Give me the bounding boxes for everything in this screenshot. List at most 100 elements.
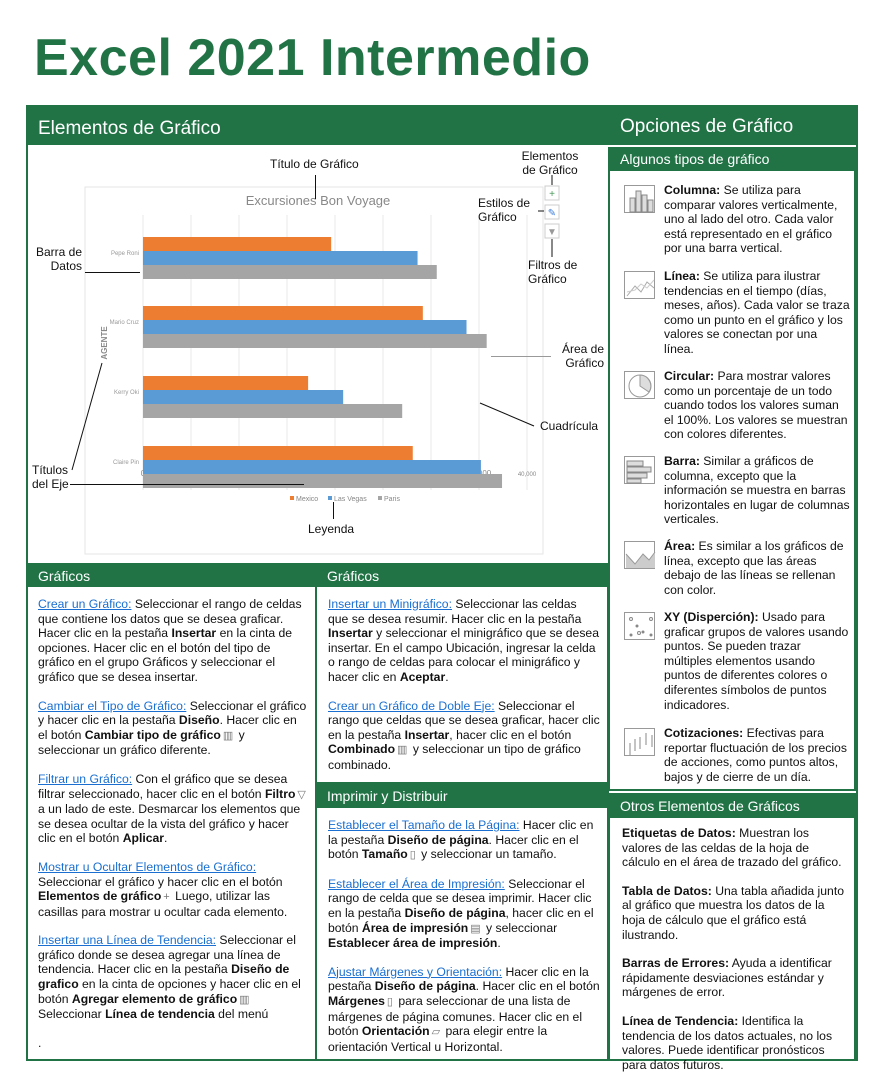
- instruction-paragraph: Cambiar el Tipo de Gráfico: Seleccionar …: [38, 699, 308, 758]
- category-label: Claire Pin: [113, 460, 139, 466]
- bar-paris: [143, 474, 503, 488]
- instruction-text: Seleccionar: [38, 1007, 106, 1022]
- otros-header: Otros Elementos de Gráficos: [608, 793, 856, 818]
- area-chart-icon: [624, 541, 656, 569]
- legend-swatch: [378, 496, 382, 500]
- chart-type-item: Columna: Se utiliza para comparar valore…: [624, 183, 850, 256]
- button-icon: ▤: [470, 922, 481, 935]
- bold-term: Diseño: [178, 713, 220, 728]
- chart-type-description: Línea: Se utiliza para ilustrar tendenci…: [664, 269, 850, 357]
- bar-mexico: [143, 306, 423, 320]
- other-element-item: Etiquetas de Datos: Muestran los valores…: [622, 826, 844, 870]
- bold-term: Línea de tendencia: [105, 1007, 215, 1022]
- legend-entry: Mexico: [296, 496, 318, 503]
- chart-figure: 05,00010,00015,00020,00025,00030,00035,0…: [28, 145, 608, 560]
- category-label: Pepe Roni: [111, 251, 139, 257]
- annotation-chart-filters: Filtros de Gráfico: [528, 258, 578, 286]
- instruction-text: y seleccionar un gráfico diferente.: [38, 727, 245, 758]
- instruction-link[interactable]: Mostrar u Ocultar Elementos de Gráfico:: [38, 859, 257, 874]
- chart-elements-button[interactable]: [544, 185, 560, 201]
- bold-term: Insertar: [171, 626, 217, 641]
- left-header: Elementos de Gráfico: [28, 107, 608, 145]
- chart-type-item: Barra: Similar a gráficos de columna, ex…: [624, 454, 850, 527]
- bar-chart: 05,00010,00015,00020,00025,00030,00035,0…: [71, 175, 560, 555]
- bar-paris: [143, 334, 487, 348]
- section-header: Imprimir y Distribuir: [317, 784, 607, 808]
- instruction-text: y seleccionar un tamaño.: [417, 847, 557, 862]
- instruction-text: . Hacer clic en el botón: [38, 713, 297, 742]
- chart-types-list: Columna: Se utiliza para comparar valore…: [608, 171, 856, 791]
- instruction-text: en la cinta de opciones. Hacer clic en e…: [38, 626, 293, 684]
- bold-term: Diseño de página: [404, 905, 506, 920]
- other-element-text: Ayuda a identificar rápidamente desviaci…: [622, 956, 832, 1000]
- instruction-link[interactable]: Crear un Gráfico:: [38, 597, 132, 611]
- bold-term: Insertar: [328, 626, 373, 641]
- button-icon: +: [163, 891, 170, 904]
- annotation-chart-title: Título de Gráfico: [270, 157, 359, 171]
- chart-type-description: Columna: Se utiliza para comparar valore…: [664, 183, 850, 256]
- instruction-text: Seleccionar el rango de celda que se des…: [328, 876, 592, 920]
- instruction-text: y seleccionar el minigráfico que se dese…: [328, 626, 599, 684]
- instruction-link[interactable]: Cambiar el Tipo de Gráfico:: [38, 698, 187, 713]
- connector: [71, 362, 103, 471]
- instruction-paragraph: Filtrar un Gráfico: Con el gráfico que s…: [38, 772, 308, 846]
- instruction-text: a un lado de este. Desmarcar los element…: [38, 802, 301, 846]
- stock-chart-icon: [624, 728, 655, 756]
- bold-term: Insertar: [404, 727, 450, 742]
- instruction-text: Seleccionar el rango de celdas que conti…: [38, 597, 302, 641]
- button-icon: ▱: [431, 1026, 441, 1039]
- instruction-link[interactable]: Insertar un Minigráfico:: [328, 597, 452, 611]
- instruction-link[interactable]: Ajustar Márgenes y Orientación:: [328, 964, 503, 979]
- instruction-text: del menú: [214, 1007, 269, 1022]
- other-element-name: Línea de Tendencia:: [622, 1013, 739, 1028]
- button-icon: ▥: [397, 744, 408, 757]
- annotation-chart-styles: Estilos de Gráfico: [478, 196, 531, 224]
- instruction-text: .: [164, 831, 168, 846]
- bold-term: Diseño de grafico: [38, 962, 290, 992]
- instruction-text: Seleccionar el rango que celdas que se d…: [328, 698, 600, 742]
- chart-type-description: Cotizaciones: Efectivas para reportar fl…: [664, 726, 850, 784]
- annotation-axis-titles: Títulos del Eje: [32, 463, 69, 491]
- instruction-text: Con el gráfico que se desea filtrar sele…: [38, 771, 288, 801]
- instruction-text: .: [445, 669, 449, 684]
- chart-type-description: Área: Es similar a los gráficos de línea…: [664, 539, 850, 597]
- instruction-link[interactable]: Establecer el Tamaño de la Página:: [328, 818, 520, 832]
- annotation-data-bar: Barra de Datos: [35, 245, 82, 273]
- bold-term: Agregar elemento de gráfico: [71, 991, 238, 1006]
- instruction-text: . Hacer clic en el botón: [475, 979, 600, 994]
- instruction-text: Seleccionar el gráfico donde se desea ag…: [38, 933, 296, 977]
- line-chart-icon: [624, 271, 655, 299]
- connector: [479, 402, 535, 427]
- pie-chart-icon: [624, 371, 655, 399]
- legend-swatch: [290, 496, 294, 500]
- chart-styles-button[interactable]: [544, 204, 560, 220]
- y-axis-title: AGENTE: [100, 326, 109, 360]
- bold-term: Establecer área de impresión: [328, 936, 498, 951]
- instruction-text: .: [38, 1035, 42, 1050]
- instruction-link[interactable]: Establecer el Área de Impresión:: [328, 876, 505, 891]
- annotation-gridlines: Cuadrícula: [540, 419, 599, 433]
- instruction-link[interactable]: Filtrar un Gráfico:: [38, 771, 133, 786]
- instruction-link[interactable]: Crear un Gráfico de Doble Eje:: [328, 698, 495, 713]
- other-element-item: Tabla de Datos: Una tabla añadida junto …: [622, 884, 844, 942]
- bold-term: Cambiar tipo de gráfico: [84, 727, 221, 742]
- instruction-paragraph: Establecer el Área de Impresión: Selecci…: [328, 877, 600, 951]
- other-elements-list: Etiquetas de Datos: Muestran los valores…: [608, 818, 856, 1072]
- bar-mexico: [143, 446, 413, 460]
- button-icon: ▽: [297, 788, 306, 801]
- bar-las-vegas: [143, 320, 467, 334]
- bar-paris: [143, 404, 403, 418]
- instruction-text: Luego, utilizar las casillas para mostra…: [38, 889, 288, 919]
- instruction-text: Seleccionar el gráfico y hacer clic en l…: [38, 698, 307, 728]
- instruction-link[interactable]: Insertar una Línea de Tendencia:: [38, 933, 216, 948]
- chart-type-name: Línea:: [664, 269, 700, 283]
- bold-term: Filtro: [264, 786, 296, 801]
- scatter-chart-icon: [624, 612, 655, 640]
- chart-type-item: XY (Disperción): Usado para graficar gru…: [624, 610, 850, 712]
- other-element-item: Barras de Errores: Ayuda a identificar r…: [622, 956, 844, 1000]
- imprimir-section: Imprimir y Distribuir Establecer el Tama…: [315, 782, 609, 1061]
- chart-type-item: Cotizaciones: Efectivas para reportar fl…: [624, 726, 850, 784]
- bold-term: Elementos de gráfico: [38, 889, 162, 904]
- category-label: Mario Cruz: [110, 320, 139, 326]
- chart-filters-button[interactable]: [544, 223, 560, 239]
